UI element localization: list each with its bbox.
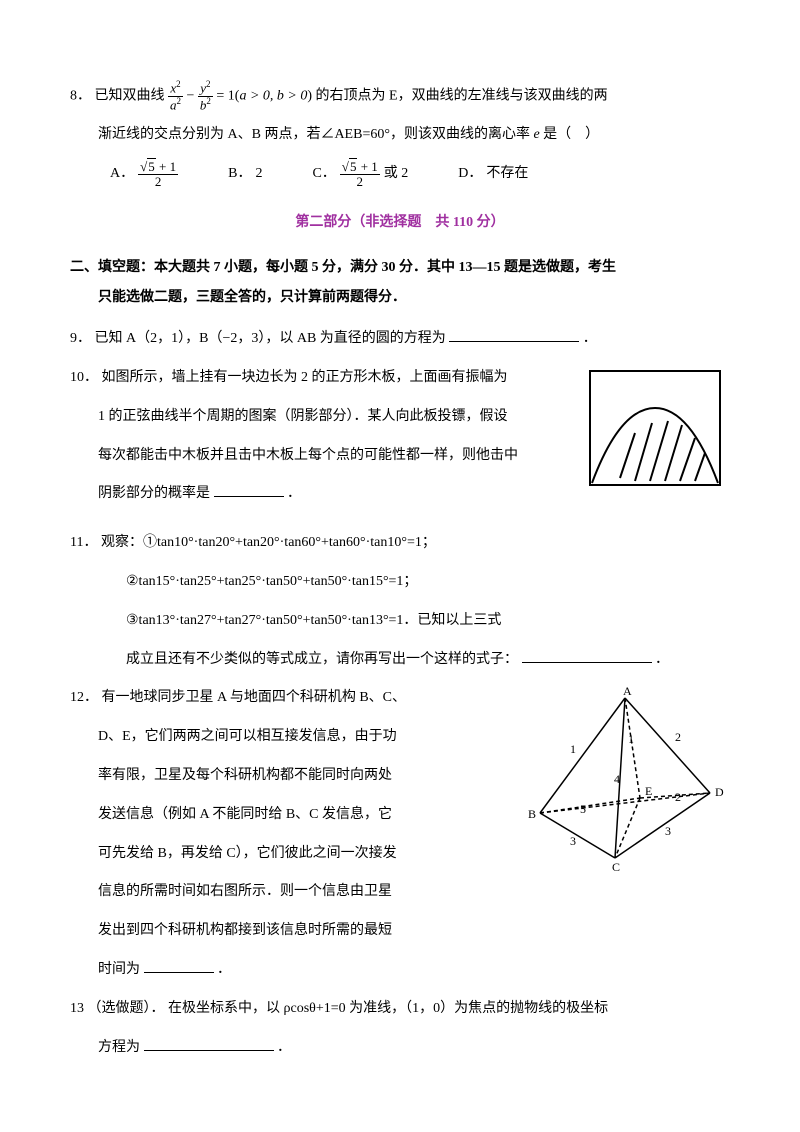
opt-a-den: 2: [138, 175, 178, 189]
node-d: D: [715, 785, 724, 799]
cond: a > 0, b > 0: [239, 88, 307, 103]
q8-t1: 已知双曲线: [95, 88, 165, 103]
q12-l7: 发出到四个科研机构都接到该信息时所需的最短: [70, 916, 730, 947]
q10-l1: 如图所示，墙上挂有一块边长为 2 的正方形木板，上面画有振幅为: [102, 370, 508, 385]
edge-bc: 3: [570, 834, 576, 848]
q11-blank[interactable]: [522, 648, 652, 663]
q10-num: 10．: [70, 370, 98, 385]
option-a[interactable]: A． √5 + 1 2: [110, 159, 178, 190]
q11-period: ．: [655, 652, 669, 667]
q13-t1: 在极坐标系中，以 ρcosθ+1=0 为准线，（1，0）为焦点的抛物线的极坐标: [168, 1001, 608, 1016]
q8-t3: 渐近线的交点分别为 A、B 两点，若∠AEB=60°，则该双曲线的离心率: [98, 127, 530, 142]
option-b[interactable]: B． 2: [228, 159, 262, 190]
q12-l1: 有一地球同步卫星 A 与地面四个科研机构 B、C、: [102, 690, 407, 705]
hyperbola-x-frac: x2 a2: [168, 80, 183, 112]
q13-period: ．: [277, 1040, 291, 1055]
q8-t4: 是（ ）: [543, 127, 599, 142]
opt-d-label: D．: [458, 159, 482, 190]
question-10: 10． 如图所示，墙上挂有一块边长为 2 的正方形木板，上面画有振幅为 1 的正…: [70, 363, 730, 518]
node-a: A: [623, 684, 632, 698]
frac-x-sup: 2: [176, 79, 181, 89]
opt-c-label: C．: [312, 159, 335, 190]
q10-blank[interactable]: [214, 482, 284, 497]
sine-board-figure: [580, 363, 730, 493]
hyperbola-y-frac: y2 b2: [198, 80, 213, 112]
q11-l2: ③tan13°·tan27°+tan27°·tan50°+tan50°·tan1…: [70, 606, 730, 637]
option-c[interactable]: C． √5 + 1 2 或 2: [312, 159, 408, 190]
q12-last: 时间为 ．: [70, 955, 730, 986]
q11-l1: ②tan15°·tan25°+tan25°·tan50°+tan50°·tan1…: [70, 567, 730, 598]
q13-t2: 方程为: [98, 1040, 140, 1055]
q13-num: 13: [70, 1001, 84, 1016]
edge-ad: 2: [675, 730, 681, 744]
q9-period: ．: [583, 331, 597, 346]
q11-l0: 观察：①tan10°·tan20°+tan20°·tan60°+tan60°·t…: [101, 535, 436, 550]
node-c: C: [612, 860, 620, 873]
frac-y-sup: 2: [206, 79, 211, 89]
opt-a-sqrt: 5: [147, 158, 156, 174]
opt-c-or: 或 2: [384, 159, 409, 190]
eq: = 1(: [216, 88, 239, 103]
option-d[interactable]: D． 不存在: [458, 159, 528, 190]
opt-a-plus: + 1: [156, 159, 176, 174]
opt-b-val: 2: [255, 159, 262, 190]
q13-sel: （选做题）．: [88, 1001, 165, 1016]
e-italic: e: [530, 127, 543, 142]
q12-l8: 时间为: [98, 962, 140, 977]
edge-cd: 3: [665, 824, 671, 838]
q11-l3a: 成立且还有不少类似的等式成立，请你再写出一个这样的式子：: [126, 652, 518, 667]
instr-line2: 只能选做二题，三题全答的，只计算前两题得分．: [70, 283, 730, 314]
q9-text: 已知 A（2，1），B（−2，3），以 AB 为直径的圆的方程为: [95, 331, 446, 346]
frac-a-sup: 2: [177, 96, 182, 106]
q8-options: A． √5 + 1 2 B． 2 C． √5 + 1 2 或 2 D． 不存在: [70, 159, 730, 190]
section-2-header: 第二部分（非选择题 共 110 分）: [70, 208, 730, 239]
q8-t2: ) 的右顶点为 E，双曲线的左准线与该双曲线的两: [307, 88, 607, 103]
q10-period: ．: [287, 486, 301, 501]
node-b: B: [528, 807, 536, 821]
instr-line1: 二、填空题：本大题共 7 小题，每小题 5 分，满分 30 分．其中 13—15…: [70, 253, 730, 284]
q12-l6: 信息的所需时间如右图所示．则一个信息由卫星: [70, 877, 730, 908]
q12-period: ．: [217, 962, 231, 977]
q13-line2: 方程为 ．: [70, 1033, 730, 1064]
fill-instructions: 二、填空题：本大题共 7 小题，每小题 5 分，满分 30 分．其中 13—15…: [70, 253, 730, 315]
q10-l4: 阴影部分的概率是: [98, 486, 210, 501]
question-11: 11． 观察：①tan10°·tan20°+tan20°·tan60°+tan6…: [70, 528, 730, 559]
edge-ab: 1: [570, 742, 576, 756]
question-9: 9． 已知 A（2，1），B（−2，3），以 AB 为直径的圆的方程为 ．: [70, 324, 730, 355]
opt-b-label: B．: [228, 159, 251, 190]
edge-ac: 4: [614, 772, 620, 786]
minus: −: [187, 88, 198, 103]
edge-be: 5: [580, 802, 586, 816]
question-8: 8． 已知双曲线 x2 a2 − y2 b2 = 1(a > 0, b > 0)…: [70, 80, 730, 112]
opt-a-frac: √5 + 1 2: [138, 160, 178, 190]
q11-num: 11．: [70, 535, 97, 550]
edge-ed: 2: [675, 790, 681, 804]
q12-num: 12．: [70, 690, 98, 705]
satellite-graph-figure: A B C D E 1 1 2 4 5 3 3 2: [520, 683, 730, 873]
q8-num: 8．: [70, 88, 91, 103]
opt-d-val: 不存在: [486, 159, 528, 190]
opt-a-label: A．: [110, 159, 134, 190]
node-e: E: [645, 784, 652, 798]
q12-blank[interactable]: [144, 958, 214, 973]
question-13: 13 （选做题）． 在极坐标系中，以 ρcosθ+1=0 为准线，（1，0）为焦…: [70, 994, 730, 1025]
q8-line2: 渐近线的交点分别为 A、B 两点，若∠AEB=60°，则该双曲线的离心率 e 是…: [70, 120, 730, 151]
question-12: A B C D E 1 1 2 4 5 3 3 2 12． 有一地球同步卫星 A…: [70, 683, 730, 993]
frac-b-sup: 2: [206, 96, 211, 106]
q13-blank[interactable]: [144, 1036, 274, 1051]
opt-c-plus: + 1: [357, 159, 377, 174]
q11-last: 成立且还有不少类似的等式成立，请你再写出一个这样的式子： ．: [70, 645, 730, 676]
q9-blank[interactable]: [449, 327, 579, 342]
q9-num: 9．: [70, 331, 91, 346]
edge-ae: 1: [628, 732, 634, 746]
opt-c-den: 2: [340, 175, 380, 189]
opt-c-frac: √5 + 1 2: [340, 160, 380, 190]
